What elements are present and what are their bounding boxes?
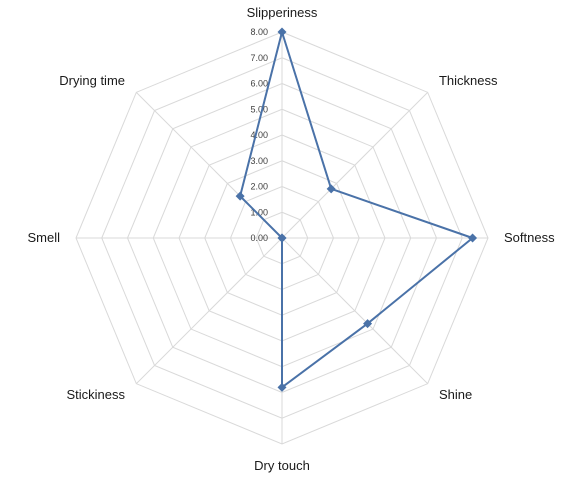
axis-label-stickiness: Stickiness — [66, 387, 125, 402]
tick-label: 3.00 — [250, 156, 268, 166]
tick-label: 5.00 — [250, 104, 268, 114]
axis-spoke-3 — [281, 237, 429, 385]
axis-spoke-5 — [135, 237, 283, 385]
tick-label: 7.00 — [250, 53, 268, 63]
data-point-softness — [468, 233, 478, 243]
tick-label: 6.00 — [250, 79, 268, 89]
axis-label-drying-time: Drying time — [59, 73, 125, 88]
tick-label: 0.00 — [250, 233, 268, 243]
data-point-slipperiness — [277, 27, 287, 37]
series-line-0 — [239, 31, 474, 389]
data-point-dry-touch — [277, 382, 287, 392]
tick-labels: 0.00 1.00 2.00 3.00 4.00 5.00 6.00 7.00 8.00 — [250, 27, 268, 243]
data-point-smell — [277, 233, 287, 243]
data-point-shine — [363, 319, 373, 329]
tick-label: 1.00 — [250, 207, 268, 217]
axis-label-dry-touch: Dry touch — [254, 458, 310, 473]
axis-label-thickness: Thickness — [439, 73, 498, 88]
series-layer — [235, 27, 478, 392]
data-point-drying-time — [235, 191, 245, 201]
axis-label-softness: Softness — [504, 230, 555, 245]
axis-label-shine: Shine — [439, 387, 472, 402]
tick-label: 4.00 — [250, 130, 268, 140]
data-point-thickness — [326, 184, 336, 194]
axis-label-smell: Smell — [27, 230, 60, 245]
tick-label: 8.00 — [250, 27, 268, 37]
tick-label: 2.00 — [250, 182, 268, 192]
axis-spoke-1 — [281, 91, 429, 239]
axis-label-slipperiness: Slipperiness — [247, 5, 318, 20]
axis-labels: Slipperiness Thickness Softness Shine Dry to… — [27, 5, 555, 473]
